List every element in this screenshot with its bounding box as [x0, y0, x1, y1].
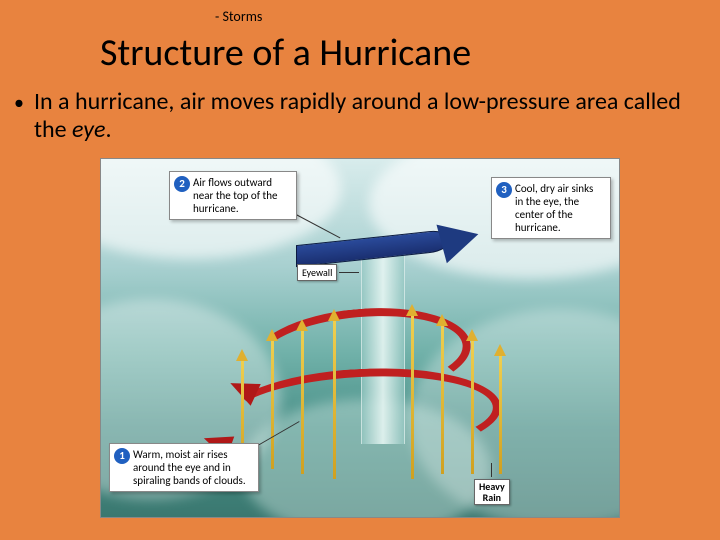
- callout-number-icon: 3: [496, 182, 512, 198]
- bullet-marker: •: [14, 88, 24, 144]
- bullet-post: .: [106, 115, 112, 144]
- up-arrow: [333, 319, 336, 479]
- bullet-pre: In a hurricane, air moves rapidly around…: [34, 87, 681, 144]
- header-subtitle: - Storms: [215, 8, 262, 25]
- callout-text: Air flows outward near the top of the hu…: [193, 176, 287, 215]
- label-pointer: [339, 272, 359, 273]
- bullet-italic: eye: [72, 115, 106, 144]
- blue-arrow-head: [436, 215, 483, 263]
- bullet-text: In a hurricane, air moves rapidly around…: [34, 88, 700, 144]
- up-arrow: [499, 354, 502, 474]
- callout-2: 2Air flows outward near the top of the h…: [169, 171, 297, 220]
- callout-text: Warm, moist air rises around the eye and…: [133, 448, 249, 487]
- bullet-item: • In a hurricane, air moves rapidly arou…: [14, 88, 700, 144]
- up-arrow: [411, 314, 414, 479]
- label-eyewall: Eyewall: [297, 264, 337, 281]
- hurricane-diagram: 2Air flows outward near the top of the h…: [100, 158, 620, 518]
- page-title: Structure of a Hurricane: [100, 30, 471, 76]
- callout-number-icon: 1: [114, 448, 130, 464]
- label-line: Rain: [483, 491, 501, 504]
- up-arrow: [471, 339, 474, 474]
- callout-text: Cool, dry air sinks in the eye, the cent…: [515, 182, 601, 234]
- blue-arrow-body: [296, 229, 451, 267]
- callout-number-icon: 2: [174, 176, 190, 192]
- up-arrow: [441, 324, 444, 474]
- up-arrow: [301, 329, 304, 474]
- label-heavy-rain: Heavy Rain: [474, 479, 510, 505]
- label-pointer: [491, 463, 492, 477]
- callout-3: 3Cool, dry air sinks in the eye, the cen…: [491, 177, 611, 239]
- callout-1: 1Warm, moist air rises around the eye an…: [109, 443, 259, 492]
- up-arrow: [271, 339, 274, 469]
